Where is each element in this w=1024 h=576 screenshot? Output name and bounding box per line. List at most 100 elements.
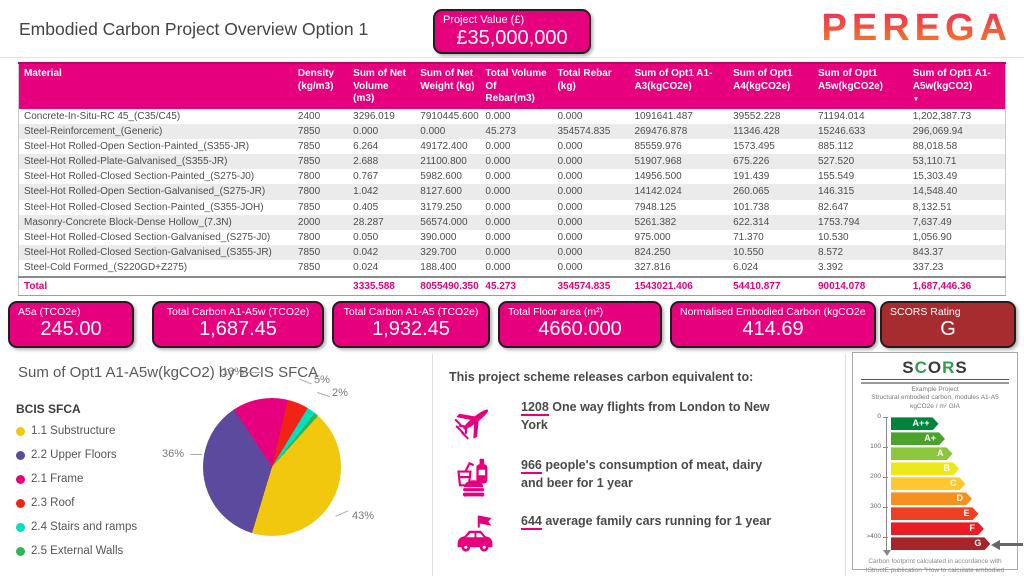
legend-item[interactable]: 2.1 Frame: [16, 473, 137, 485]
kpi-label: A5a (TCO2e): [18, 306, 81, 318]
scors-subtitle: Example Project Structural embodied carb…: [871, 386, 999, 410]
sort-desc-icon[interactable]: ▼: [912, 96, 920, 103]
scors-band-B: B: [891, 462, 959, 475]
legend-dot: [16, 426, 25, 436]
kpi-value: G: [940, 318, 956, 341]
column-header[interactable]: Total Rebar (kg): [552, 62, 630, 109]
kpi-card-total-carbon-a1-a5w: Total Carbon A1-A5w (TCO2e) 1,687.45: [152, 301, 324, 348]
page-title: Embodied Carbon Project Overview Option …: [19, 19, 369, 39]
legend-dot: [16, 522, 25, 532]
legend-item[interactable]: 2.2 Upper Floors: [16, 449, 137, 461]
kpi-value: 4660.000: [538, 318, 622, 341]
scors-band-A: A: [891, 447, 953, 460]
food-icon: [457, 458, 488, 497]
materials-table[interactable]: Material Density (kg/m3) Sum of Net Volume…: [18, 62, 1006, 296]
column-header[interactable]: Total Volume Of Rebar(m3): [480, 62, 553, 109]
scors-band-G: G: [891, 537, 990, 550]
table-row[interactable]: Concrete-In-Situ-RC 45_(C35/C45) 2400 3296…: [24, 110, 972, 122]
legend-item[interactable]: 2.5 External Walls: [16, 545, 137, 557]
column-header[interactable]: Material: [18, 62, 293, 109]
column-header[interactable]: Density (kg/m3): [292, 62, 349, 109]
legend-dot: [16, 474, 25, 484]
table-row[interactable]: Steel-Hot Rolled-Closed Section-Painted_…: [24, 201, 952, 213]
kpi-card-total-carbon-a1-a5: Total Carbon A1-A5 (TCO2e) 1,932.45: [332, 301, 490, 348]
kpi-value: 1,687.45: [199, 318, 277, 341]
scors-bands: A++ A+ A B C D E F G: [891, 417, 1023, 552]
pie-legend-items: 1.1 Substructure 2.2 Upper Floors 2.1 Fram…: [16, 425, 137, 557]
leader-line: [248, 372, 262, 373]
scors-footer: Carbon footprint calculated in accordanc…: [865, 558, 1005, 576]
scors-divider: [861, 382, 1009, 384]
equivalent-text: 966 people's consumption of meat, dairy …: [521, 458, 763, 491]
scors-title: SCORS: [861, 358, 1009, 380]
kpi-label: Total Carbon A1-A5w (TCO2e): [166, 306, 310, 318]
column-header[interactable]: Sum of Net Weight (kg): [415, 62, 481, 109]
leader-line: [190, 454, 202, 455]
legend-item[interactable]: 1.1 Substructure: [16, 425, 137, 437]
pie-chart[interactable]: [203, 398, 341, 536]
car-icon: [457, 515, 493, 552]
carbon-equivalents-panel: This project scheme releases carbon equi…: [432, 354, 846, 576]
pie-legend: BCIS SFCA 1.1 Substructure 2.2 Upper Floo…: [16, 402, 137, 569]
scors-band-F: F: [891, 522, 984, 535]
legend-item[interactable]: 2.3 Roof: [16, 497, 137, 509]
scors-axis-line: [886, 417, 887, 551]
scors-band-D: D: [891, 492, 972, 505]
table-row[interactable]: Masonry-Concrete Block-Dense Hollow_(7.3…: [18, 214, 1006, 230]
table-row[interactable]: Steel-Hot Rolled-Open Section-Painted_(S…: [24, 140, 958, 152]
pie-label-substructure: 43%: [352, 510, 375, 522]
scors-panel: SCORS Example Project Structural embodie…: [852, 352, 1023, 576]
equivalent-text: 1208 One way flights from London to New …: [521, 400, 770, 433]
table-row[interactable]: Steel-Reinforcement_(Generic) 7850 0.000 0.…: [18, 123, 1006, 139]
legend-dot: [16, 450, 25, 460]
pie-panel: Sum of Opt1 A1-A5w(kgCO2) by BCIS SFCA B…: [0, 354, 432, 576]
table-row[interactable]: Steel-Hot Rolled-Closed Section-Galvanis…: [18, 245, 1006, 261]
scors-band-A+: A+: [891, 432, 945, 445]
legend-item[interactable]: 2.4 Stairs and ramps: [16, 521, 137, 533]
project-value-label: Project Value (£): [443, 14, 525, 26]
equivalent-number: 644: [521, 514, 542, 530]
kpi-value: 245.00: [40, 318, 102, 341]
equivalent-flights: 1208 One way flights from London to New …: [453, 398, 773, 442]
perega-logo: PEREGA: [821, 7, 1012, 49]
header-divider: [0, 57, 1024, 58]
equivalent-number: 966: [521, 458, 542, 474]
table-row[interactable]: Steel-Cold Formed_(S220GD+Z275) 7850 0.024…: [24, 262, 944, 274]
pie-label-frame: 13%: [222, 366, 245, 378]
table-row[interactable]: Steel-Hot Rolled-Closed Section-Painted_…: [24, 171, 958, 183]
rating-arrow-icon: [991, 539, 1023, 550]
plane-icon: [454, 409, 489, 440]
project-value-card: Project Value (£) £35,000,000: [433, 9, 591, 54]
column-header[interactable]: Sum of Opt1 A1-A3(kgCO2e): [629, 62, 729, 109]
legend-dot: [16, 498, 25, 508]
leader-line: [335, 510, 349, 517]
column-header[interactable]: Sum of Opt1 A1-A5w(kgCO2) ▼: [907, 62, 1006, 109]
kpi-value: 414.69: [742, 318, 804, 341]
kpi-card-scors-rating: SCORS Rating G: [880, 301, 1016, 348]
kpi-card-total-floor-area: Total Floor area (m²) 4660.000: [498, 301, 662, 348]
equivalent-number: 1208: [521, 400, 549, 416]
kpi-label: SCORS Rating: [890, 306, 961, 318]
scors-band-C: C: [891, 477, 966, 490]
kpi-label: Total Floor area (m²): [508, 306, 604, 318]
scors-band-E: E: [891, 507, 978, 520]
pie-label-stairs: 2%: [332, 387, 348, 399]
project-value: £35,000,000: [456, 27, 568, 49]
column-header[interactable]: Sum of Net Volume (m3): [348, 62, 416, 109]
table-row[interactable]: Steel-Hot Rolled-Open Section-Galvanised…: [18, 184, 1006, 200]
scors-band-A++: A++: [891, 417, 939, 430]
column-header[interactable]: Sum of Opt1 A5w(kgCO2e): [813, 62, 908, 109]
equivalent-text: 644 average family cars running for 1 ye…: [521, 514, 772, 530]
scors-chart: 0 100 200 300 >400 A++ A+ A B C D E F G: [861, 413, 1023, 557]
leader-line: [317, 392, 330, 397]
pie-label-roof: 5%: [314, 374, 330, 386]
table-row[interactable]: Steel-Hot Rolled-Plate-Galvanised_(S355-…: [18, 154, 1006, 170]
table-row[interactable]: Steel-Hot Rolled-Closed Section-Galvanis…: [24, 232, 952, 243]
equivalents-heading: This project scheme releases carbon equi…: [449, 370, 754, 384]
kpi-value: 1,932.45: [372, 318, 450, 341]
pie-chart-title: Sum of Opt1 A1-A5w(kgCO2) by BCIS SFCA: [18, 364, 319, 381]
pie-label-upper-floors: 36%: [162, 448, 185, 460]
kpi-label: Normalised Embodied Carbon (kgCO2e/m²): [680, 306, 866, 318]
column-header[interactable]: Sum of Opt1 A4(kgCO2e): [728, 62, 813, 109]
